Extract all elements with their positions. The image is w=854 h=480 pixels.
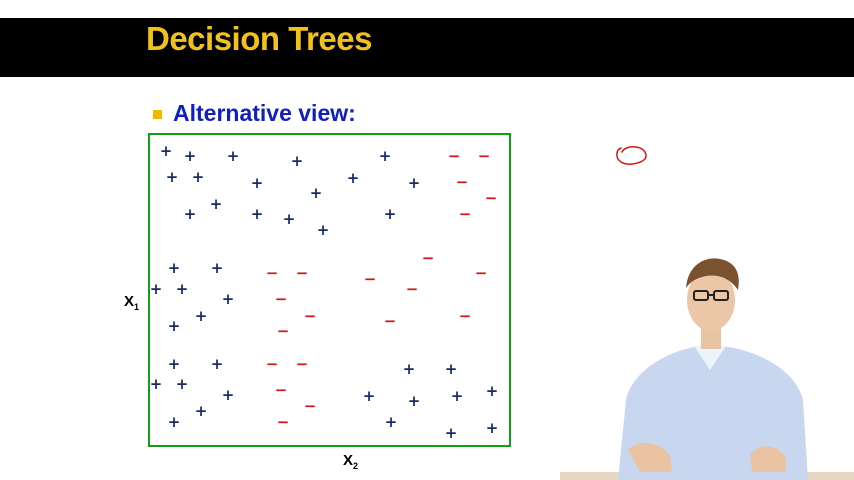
plus-marker: + [210,354,224,373]
bullet-icon [153,110,162,119]
minus-marker: − [474,263,488,282]
plus-marker: + [316,220,330,239]
plus-marker: + [444,359,458,378]
minus-marker: − [363,269,377,288]
plus-marker: + [402,359,416,378]
plus-marker: + [444,423,458,442]
plus-marker: + [167,354,181,373]
plus-marker: + [226,146,240,165]
plus-marker: + [159,141,173,160]
x-axis-label: X2 [343,452,359,471]
plus-marker: + [346,168,360,187]
plus-marker: + [167,412,181,431]
plus-marker: + [209,194,223,213]
plus-marker: + [175,374,189,393]
plus-marker: + [167,316,181,335]
minus-marker: − [421,248,435,267]
plus-marker: + [407,391,421,410]
plus-marker: + [309,183,323,202]
plus-marker: + [149,279,163,298]
plus-marker: + [149,374,163,393]
plus-marker: + [362,386,376,405]
minus-marker: − [303,306,317,325]
presenter-video [560,258,854,480]
minus-marker: − [405,279,419,298]
minus-marker: − [455,172,469,191]
plus-marker: + [407,173,421,192]
plus-marker: + [221,385,235,404]
plus-marker: + [250,173,264,192]
bullet-text: Alternative view: [173,100,356,126]
plus-marker: + [165,167,179,186]
plus-marker: + [250,204,264,223]
plus-marker: + [194,401,208,420]
minus-marker: − [477,146,491,165]
plus-marker: + [485,381,499,400]
minus-marker: − [458,204,472,223]
minus-marker: − [295,263,309,282]
plus-marker: + [210,258,224,277]
slide-title: Decision Trees [146,20,372,57]
plus-marker: + [183,204,197,223]
minus-marker: − [447,146,461,165]
plus-marker: + [378,146,392,165]
minus-marker: − [295,354,309,373]
drawn-circle-annotation [616,146,647,165]
plus-marker: + [384,412,398,431]
plus-marker: + [183,146,197,165]
minus-marker: − [265,354,279,373]
plus-marker: + [191,167,205,186]
minus-marker: − [484,188,498,207]
plus-marker: + [290,151,304,170]
minus-marker: − [458,306,472,325]
plus-marker: + [175,279,189,298]
plus-marker: + [221,289,235,308]
plus-marker: + [167,258,181,277]
minus-marker: − [383,311,397,330]
plus-marker: + [450,386,464,405]
plus-marker: + [194,306,208,325]
y-axis-label: X1 [124,293,140,312]
minus-marker: − [276,412,290,431]
plot-frame [148,133,511,447]
minus-marker: − [303,396,317,415]
minus-marker: − [265,263,279,282]
minus-marker: − [276,321,290,340]
plus-marker: + [383,204,397,223]
minus-marker: − [274,289,288,308]
minus-marker: − [274,380,288,399]
title-bar [0,18,854,77]
plus-marker: + [282,209,296,228]
plus-marker: + [485,418,499,437]
